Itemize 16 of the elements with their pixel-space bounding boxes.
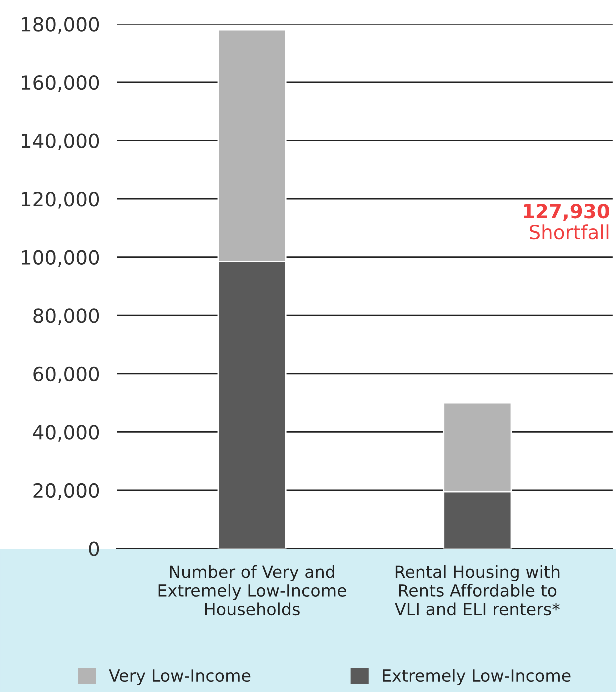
y-tick-label: 0 <box>89 542 100 556</box>
y-tick-label: 20,000 <box>34 483 100 500</box>
y-tick-label: 60,000 <box>34 366 100 384</box>
y-tick-label: 140,000 <box>22 134 100 150</box>
x-tick-label: Number of Very and Extremely Low-Income Households <box>158 565 346 616</box>
annotation: 127,930 <box>524 204 610 222</box>
y-tick-label: 100,000 <box>22 250 100 267</box>
legend-label: Extremely Low-Income <box>383 669 571 686</box>
y-tick-label: 160,000 <box>22 75 100 92</box>
y-tick-label: 180,000 <box>22 17 100 34</box>
legend-label: Very Low-Income <box>109 670 251 686</box>
y-tick-label: 120,000 <box>22 192 100 209</box>
y-tick-label: 80,000 <box>34 308 100 326</box>
x-tick-label: Rental Housing with Rents Affordable to VLI and ELI renters* <box>395 565 560 616</box>
y-tick-label: 40,000 <box>33 425 100 442</box>
annotation: Shortfall <box>530 224 609 240</box>
